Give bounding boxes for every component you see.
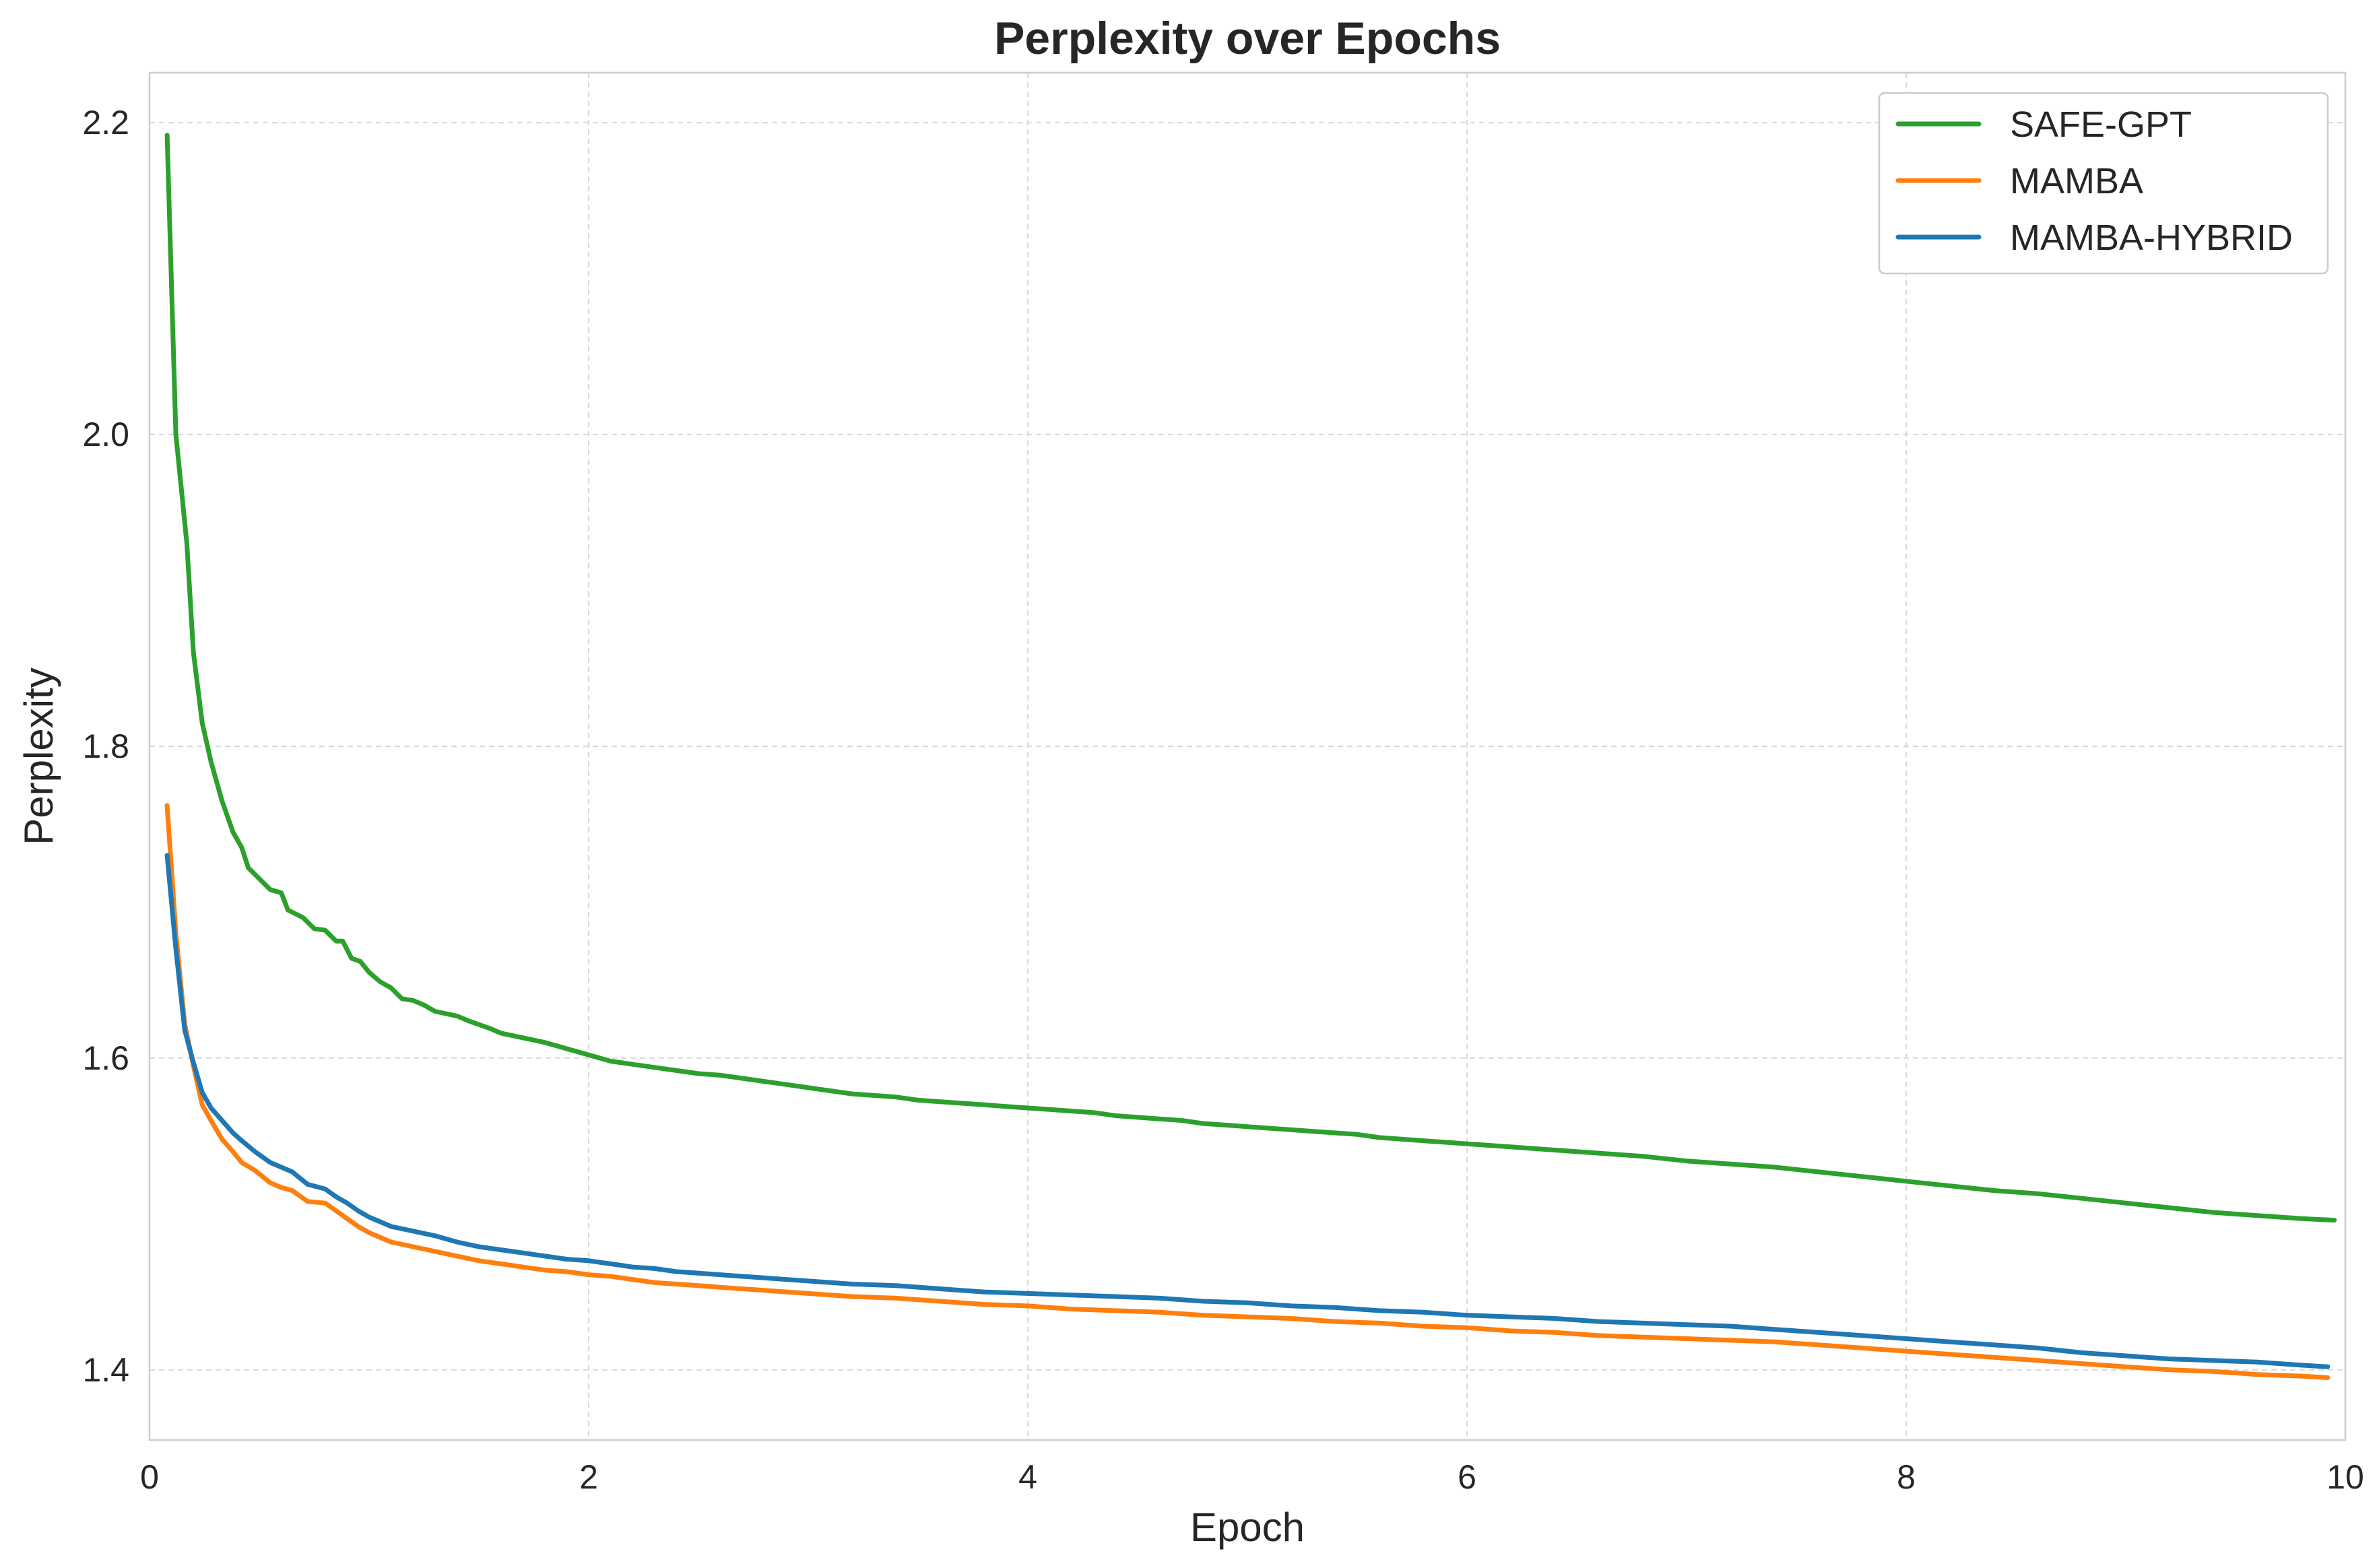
- x-axis-label: Epoch: [1190, 1505, 1305, 1550]
- series-line-mamba: [164, 803, 2331, 1380]
- series-lines: [164, 133, 2337, 1380]
- x-tick-labels: 0 2 4 6 8 10: [140, 1458, 2364, 1496]
- legend-label: SAFE-GPT: [2010, 104, 2192, 145]
- x-tick-label: 8: [1897, 1458, 1916, 1496]
- x-tick-label: 0: [140, 1458, 159, 1496]
- legend-box: [1878, 92, 2329, 275]
- y-tick-label: 1.8: [82, 727, 129, 765]
- y-tick-label: 1.6: [82, 1039, 129, 1077]
- x-tick-label: 10: [2326, 1458, 2364, 1496]
- x-tick-label: 4: [1018, 1458, 1037, 1496]
- legend-label: MAMBA-HYBRID: [2010, 218, 2293, 258]
- y-tick-label: 2.2: [82, 104, 129, 141]
- series-line-safe-gpt: [164, 133, 2337, 1223]
- y-tick-labels: 1.4 1.6 1.8 2.0 2.2: [82, 104, 129, 1389]
- legend: SAFE-GPT MAMBA MAMBA-HYBRID: [1878, 92, 2329, 275]
- x-tick-label: 6: [1458, 1458, 1476, 1496]
- y-axis-label: Perplexity: [16, 667, 61, 845]
- plot-frame: [148, 71, 2347, 1441]
- x-gridlines: [588, 73, 1907, 1440]
- y-tick-label: 1.4: [82, 1351, 129, 1389]
- series-line-mamba-hybrid: [164, 853, 2331, 1369]
- x-tick-label: 2: [579, 1458, 598, 1496]
- legend-label: MAMBA: [2010, 161, 2143, 201]
- y-tick-label: 2.0: [82, 416, 129, 453]
- chart-title: Perplexity over Epochs: [994, 13, 1501, 64]
